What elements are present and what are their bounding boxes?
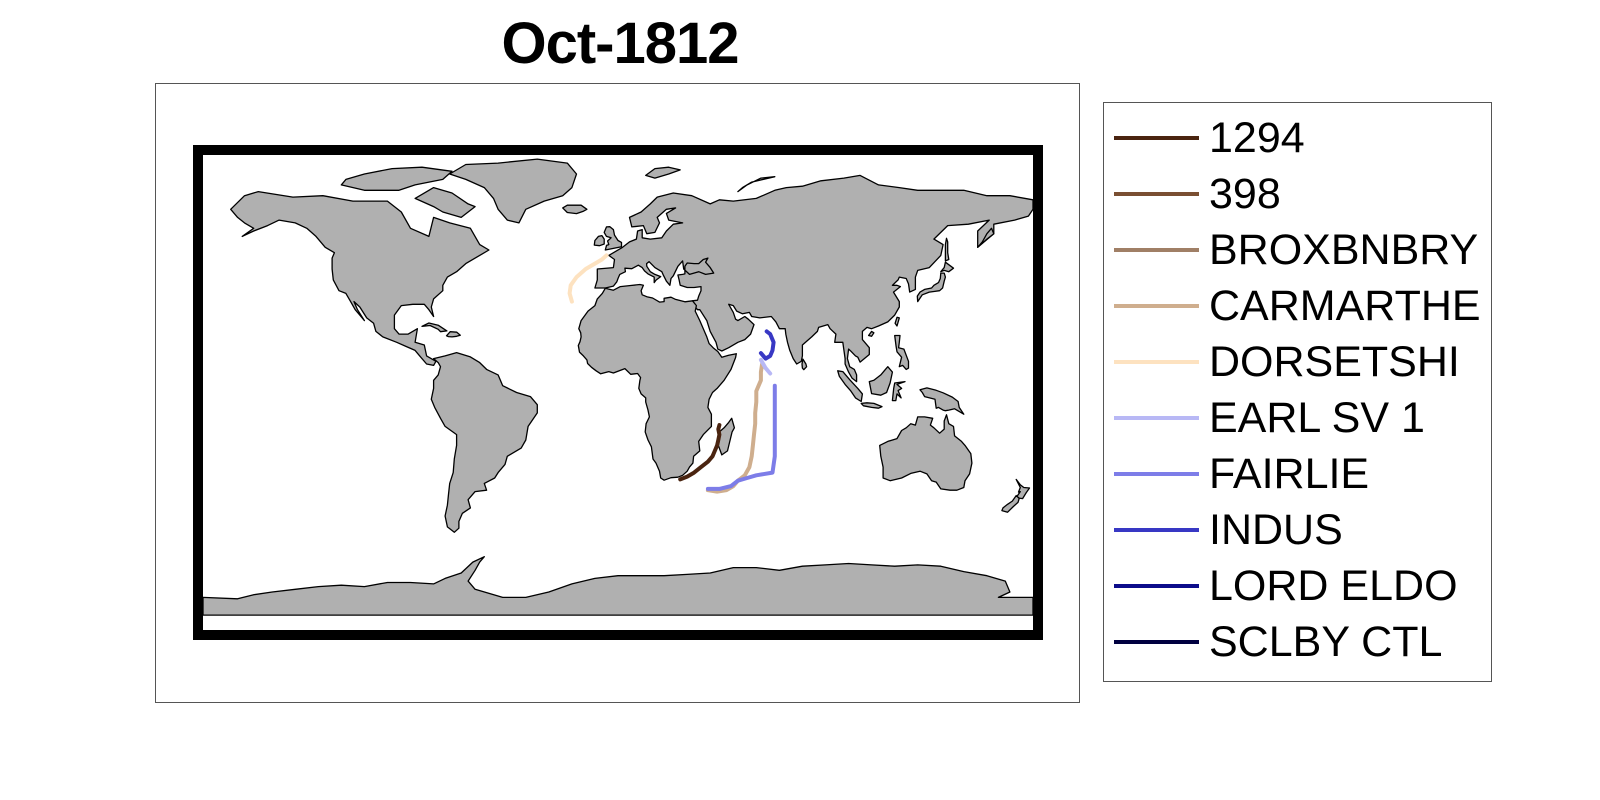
legend-item: CARMARTHE <box>1114 277 1481 334</box>
legend-item: BROXBNBRY <box>1114 221 1478 278</box>
landmass-baffin-island <box>414 186 476 219</box>
landmass-great-britain <box>603 226 623 251</box>
landmass-hainan <box>867 330 875 337</box>
landmass-java <box>860 402 883 409</box>
world-map <box>193 145 1043 640</box>
landmass-australia <box>879 414 973 491</box>
landmass-cuba <box>421 322 448 333</box>
legend-item: INDUS <box>1114 501 1343 558</box>
landmass-new-zealand <box>1015 478 1031 500</box>
landmass-svalbard <box>645 166 681 179</box>
landmass-canadian-islands <box>340 166 453 191</box>
legend-label: 1294 <box>1209 113 1305 162</box>
landmass-africa <box>577 283 737 481</box>
landmass-japan <box>916 272 947 303</box>
landmass-new-guinea <box>919 387 965 415</box>
landmass-hokkaido <box>940 261 955 273</box>
ship-track-1294 <box>678 423 722 482</box>
landmass-sakhalin <box>944 237 950 262</box>
legend-item: LORD ELDO <box>1114 557 1458 614</box>
legend-label: 398 <box>1209 169 1281 218</box>
landmass-iceland <box>562 204 588 215</box>
landmass-antarctica <box>202 556 1034 616</box>
landmass-kamchatka-coast <box>977 227 995 248</box>
ship-track-dorsetshi <box>567 253 609 304</box>
landmass-sri-lanka <box>801 358 808 371</box>
ship-track-fairlie <box>705 383 777 491</box>
landmass-greenland <box>449 158 578 224</box>
legend-item: 398 <box>1114 165 1281 222</box>
legend: 1294 398 BROXBNBRY CARMARTHE DORSETSHI EARL S… <box>1103 102 1492 682</box>
legend-item: FAIRLIE <box>1114 445 1369 502</box>
landmass-novaya-zemlya <box>737 176 776 193</box>
legend-line-swatch <box>1114 415 1199 420</box>
legend-label: INDUS <box>1209 505 1343 554</box>
axes-box <box>155 83 1080 703</box>
legend-line-swatch <box>1114 471 1199 476</box>
legend-item: SCLBY CTL <box>1114 613 1442 670</box>
legend-line-swatch <box>1114 135 1199 140</box>
legend-line-swatch <box>1114 191 1199 196</box>
landmass-hispaniola <box>445 331 461 338</box>
legend-label: BROXBNBRY <box>1209 225 1479 274</box>
landmass-philippines <box>894 334 910 371</box>
landmass-ireland <box>593 234 605 247</box>
legend-item: EARL SV 1 <box>1114 389 1425 446</box>
landmass-sulawesi <box>891 380 906 402</box>
landmass-taiwan <box>894 316 900 327</box>
legend-label: CARMARTHE <box>1209 281 1481 330</box>
legend-item: DORSETSHI <box>1114 333 1460 390</box>
legend-line-swatch <box>1114 247 1199 252</box>
ship-track-indus <box>758 329 776 361</box>
legend-line-swatch <box>1114 639 1199 644</box>
landmass-new-zealand-south <box>1001 494 1020 513</box>
landmass-madagascar <box>717 417 736 456</box>
map-title: Oct-1812 <box>501 11 739 76</box>
legend-label: FAIRLIE <box>1209 449 1370 498</box>
legend-line-swatch <box>1114 527 1199 532</box>
legend-item: 1294 <box>1114 109 1305 166</box>
ship-tracks <box>567 253 777 494</box>
map-frame <box>193 145 1043 640</box>
landmass-sumatra <box>837 370 864 403</box>
ship-track-earl-sv-1 <box>758 357 773 376</box>
legend-label: DORSETSHI <box>1209 337 1460 386</box>
legend-label: SCLBY CTL <box>1209 617 1443 666</box>
landmass-eurasia <box>594 174 1034 383</box>
legend-label: LORD ELDO <box>1209 561 1458 610</box>
landmass-borneo <box>868 366 894 396</box>
land-layer <box>202 158 1034 616</box>
landmass-south-america <box>430 351 538 533</box>
legend-line-swatch <box>1114 303 1199 308</box>
legend-label: EARL SV 1 <box>1209 393 1425 442</box>
legend-line-swatch <box>1114 359 1199 364</box>
legend-line-swatch <box>1114 583 1199 588</box>
